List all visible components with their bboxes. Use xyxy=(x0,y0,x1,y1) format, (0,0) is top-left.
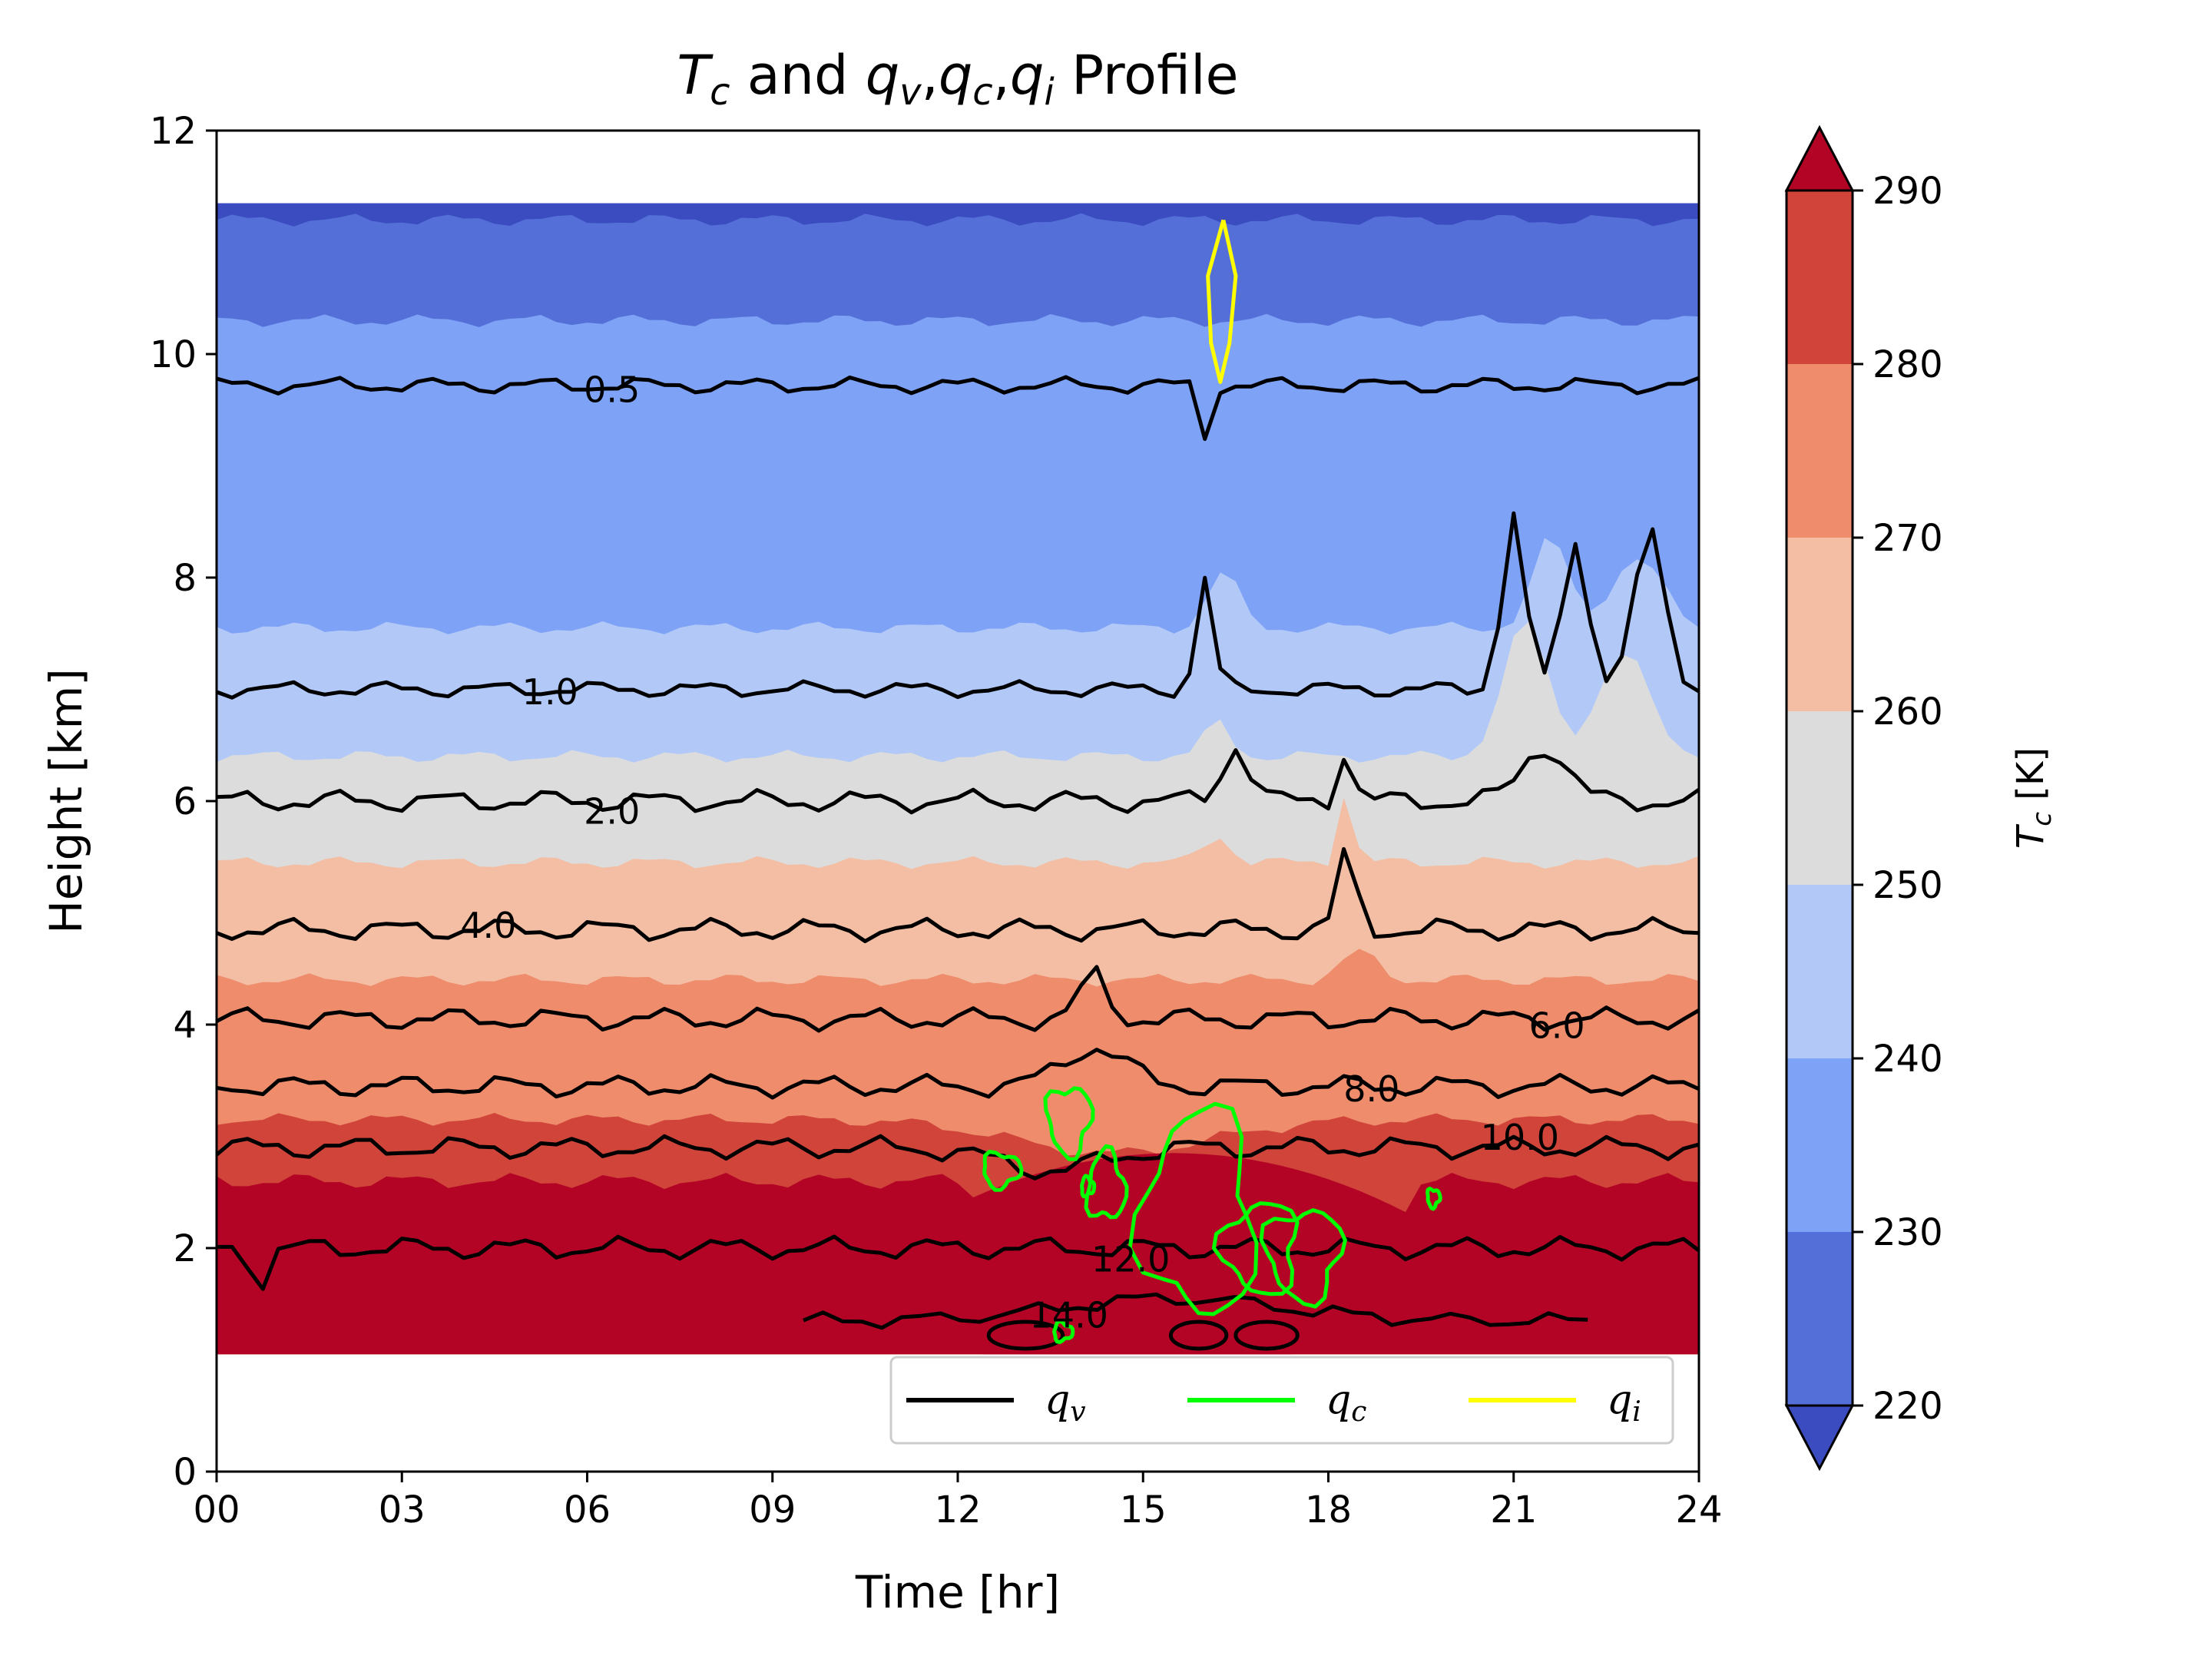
qv-contours xyxy=(217,375,1699,1351)
chart-title: Tc​ and qv​,qc​,qi​ Profile xyxy=(677,44,1238,114)
qc-contour xyxy=(1211,1201,1300,1296)
x-tick-label: 18 xyxy=(1305,1488,1352,1532)
qv-contour-4.0 xyxy=(217,846,1699,943)
colorbar-segment xyxy=(1786,190,1853,364)
colorbar-segment xyxy=(1786,1058,1853,1232)
x-tick-label: 00 xyxy=(193,1488,240,1532)
qc-contour xyxy=(1259,1208,1347,1309)
qv-contour-label: 8.0 xyxy=(1343,1068,1399,1110)
x-tick-label: 24 xyxy=(1675,1488,1722,1532)
qv-contour-8.0 xyxy=(217,1048,1699,1100)
y-tick-label: 10 xyxy=(150,333,197,376)
x-tick-label: 12 xyxy=(934,1488,981,1532)
qv-contour-label: 6.0 xyxy=(1528,1005,1584,1046)
qv-contour-label-group: 0.5 xyxy=(584,369,640,411)
qc-contour xyxy=(982,1150,1024,1192)
qc-contour xyxy=(1128,1101,1259,1316)
y-tick-label: 0 xyxy=(173,1451,197,1494)
qv-contour-label: 1.0 xyxy=(522,671,578,713)
x-tick-label: 03 xyxy=(379,1488,426,1532)
colorbar-segment xyxy=(1786,711,1853,885)
legend-entry: qv xyxy=(906,1377,1086,1428)
y-tick-label: 12 xyxy=(150,110,197,153)
qi-contours xyxy=(1206,219,1238,384)
qv-contour-label: 12.0 xyxy=(1091,1239,1170,1280)
qv-closed-contour xyxy=(986,1320,1065,1351)
qi-contour xyxy=(1206,219,1238,384)
x-tick-label: 15 xyxy=(1120,1488,1167,1532)
y-tick-label: 2 xyxy=(173,1227,197,1270)
colorbar-tick-label: 290 xyxy=(1873,170,1943,213)
qv-contour-12.0 xyxy=(217,1234,1699,1291)
qv-contour-label: 0.5 xyxy=(584,369,640,411)
qv-contour-6.0 xyxy=(217,965,1699,1033)
qv-contour-label: 10.0 xyxy=(1481,1117,1559,1158)
qc-contour xyxy=(1426,1187,1442,1211)
y-axis-label: Height [km] xyxy=(40,668,92,934)
qv-contour-label-group: 10.0 xyxy=(1481,1117,1559,1158)
legend: qv qc qi xyxy=(889,1356,1674,1445)
qc-contour xyxy=(1052,1319,1075,1344)
colorbar-frame xyxy=(1785,189,1854,1407)
x-tick-label: 09 xyxy=(749,1488,796,1532)
qv-contour-0.5 xyxy=(217,375,1699,442)
qv-contour-label-group: 6.0 xyxy=(1528,1005,1584,1046)
colorbar-tick-label: 220 xyxy=(1873,1385,1943,1428)
colorbar-tick-label: 270 xyxy=(1873,517,1943,560)
qv-contour-2.0 xyxy=(217,748,1699,815)
qv-contour-labels: 0.5 1.0 2.0 4.0 6.0 8.0 10.0 12.0 14.0 xyxy=(460,369,1584,1336)
y-axis: 0 2 4 6 8 10 12 xyxy=(150,110,217,1494)
qc-contour xyxy=(1043,1086,1095,1161)
colorbar-tick-label: 260 xyxy=(1873,690,1943,733)
colorbar-segment xyxy=(1786,364,1853,538)
qv-contour-label: 4.0 xyxy=(460,905,516,946)
qv-contour-1.0 xyxy=(217,511,1699,700)
legend-label: qv xyxy=(1045,1377,1086,1428)
colorbar-segment xyxy=(1786,1232,1853,1406)
temperature-bands xyxy=(217,203,1699,1355)
qv-contour-label-group: 1.0 xyxy=(522,671,578,713)
colorbar-segment xyxy=(1786,885,1853,1058)
qv-contour-label-group: 14.0 xyxy=(1030,1294,1108,1336)
y-tick-label: 6 xyxy=(173,780,197,823)
qv-contour-label-group: 8.0 xyxy=(1343,1068,1399,1110)
x-tick-label: 06 xyxy=(564,1488,611,1532)
colorbar-label: Tc [K] xyxy=(2009,747,2058,849)
x-axis-label: Time [hr] xyxy=(855,1566,1060,1618)
qc-contours xyxy=(982,1086,1442,1344)
qv-closed-contour xyxy=(1233,1320,1300,1351)
qv-contour-label: 2.0 xyxy=(584,790,640,832)
qv-closed-contour xyxy=(1168,1320,1229,1351)
qc-contour xyxy=(1084,1144,1129,1220)
x-axis: 00 03 06 09 12 15 18 21 24 xyxy=(193,1472,1723,1532)
colorbar-tick-label: 240 xyxy=(1873,1038,1943,1081)
colorbar-tick-label: 250 xyxy=(1873,864,1943,907)
plot-area: 0.5 1.0 2.0 4.0 6.0 8.0 10.0 12.0 14.0 xyxy=(215,129,1700,1473)
qv-contour-label-group: 2.0 xyxy=(584,790,640,832)
qv-contour-label-group: 12.0 xyxy=(1091,1239,1170,1280)
qv-contour-label: 14.0 xyxy=(1030,1294,1108,1336)
y-tick-label: 8 xyxy=(173,557,197,600)
colorbar-tick-label: 280 xyxy=(1873,343,1943,386)
qv-contour-label-group: 4.0 xyxy=(460,905,516,946)
band-290 xyxy=(217,1153,1699,1355)
colorbar: 220 230 240 250 260 270 280 290 Tc [K] xyxy=(1784,124,2058,1472)
x-tick-label: 21 xyxy=(1490,1488,1537,1532)
qv-contour-10.0 xyxy=(217,1134,1699,1181)
qv-contour-14.0 xyxy=(803,1292,1588,1330)
colorbar-tick-label: 230 xyxy=(1873,1211,1943,1254)
colorbar-segment xyxy=(1786,538,1853,711)
y-tick-label: 4 xyxy=(173,1004,197,1047)
